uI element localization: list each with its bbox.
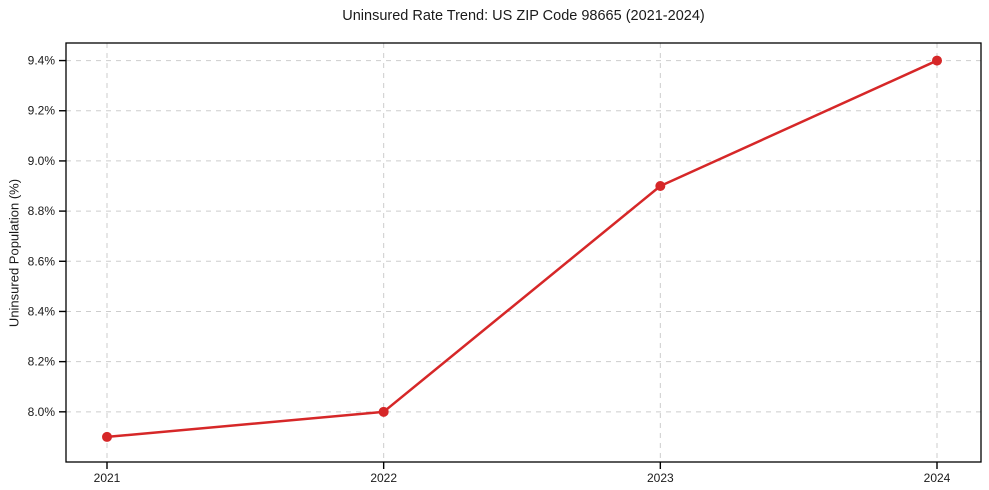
y-axis-label: Uninsured Population (%) [6,178,22,328]
data-point-marker [932,55,942,66]
y-tick-label: 8.6% [28,254,56,268]
chart-title: Uninsured Rate Trend: US ZIP Code 98665 … [342,8,705,24]
y-tick-label: 9.0% [28,154,56,168]
y-tick-label: 8.4% [28,304,56,318]
plot-border [65,42,982,463]
y-tick-label: 8.0% [28,405,56,419]
y-tick-label: 8.2% [28,355,56,369]
data-point-marker [655,181,666,192]
y-tick-label: 9.2% [28,104,56,118]
x-tick-label: 2021 [94,471,121,485]
data-point-marker [102,431,112,442]
data-point-marker [378,406,389,417]
trend-line [105,59,939,439]
x-tick-label: 2024 [924,471,951,485]
x-tick-label: 2023 [647,471,674,485]
y-tick-label: 8.8% [28,204,56,218]
y-tick-label: 9.4% [28,54,56,68]
x-tick-label: 2022 [370,471,397,485]
